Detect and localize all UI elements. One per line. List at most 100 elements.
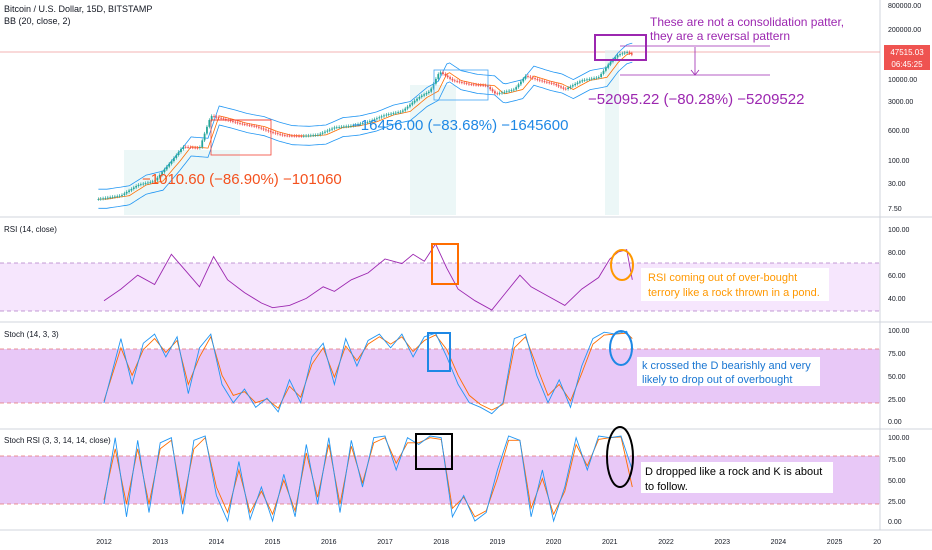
candle-body bbox=[522, 78, 525, 82]
candle-body bbox=[557, 85, 560, 87]
candle-body bbox=[331, 128, 333, 130]
candle-body bbox=[397, 112, 400, 113]
candle-body bbox=[380, 116, 383, 118]
year-tick-label: 2023 bbox=[714, 539, 730, 546]
candle-body bbox=[213, 116, 215, 117]
price-tick-label: 30.00 bbox=[888, 181, 906, 188]
rsi-highlight-box bbox=[431, 243, 459, 285]
stoch-title: Stoch (14, 3, 3) bbox=[4, 330, 59, 339]
candle-body bbox=[628, 52, 631, 54]
candle-body bbox=[529, 76, 532, 78]
candle-body bbox=[352, 125, 355, 127]
stoch-highlight-box bbox=[427, 332, 451, 372]
stochrsi-tick-label: 100.00 bbox=[888, 435, 910, 442]
rsi-title: RSI (14, close) bbox=[4, 225, 57, 234]
candle-body bbox=[116, 196, 119, 198]
year-tick-label: 2020 bbox=[546, 539, 562, 546]
candle-body bbox=[316, 134, 319, 136]
candle-body bbox=[314, 135, 317, 136]
candle-body bbox=[286, 135, 289, 137]
candle-body bbox=[132, 187, 135, 189]
candle-body bbox=[267, 130, 270, 132]
candle-body bbox=[158, 174, 161, 178]
candle-body bbox=[109, 197, 112, 199]
candle-body bbox=[607, 64, 610, 68]
candle-body bbox=[534, 78, 536, 80]
rsi-tick-label: 60.00 bbox=[888, 273, 906, 280]
price-tick-label: 800000.00 bbox=[888, 3, 921, 10]
candle-body bbox=[501, 92, 503, 94]
candle-body bbox=[203, 133, 206, 141]
rsi-note-line1: RSI coming out of over-bought bbox=[648, 272, 797, 284]
year-tick-label: 2021 bbox=[602, 539, 618, 546]
bb-indicator-title: BB (20, close, 2) bbox=[4, 16, 71, 26]
candle-body bbox=[335, 127, 338, 129]
candle-body bbox=[536, 79, 539, 80]
last-price-badge bbox=[884, 45, 930, 58]
candle-body bbox=[368, 121, 371, 122]
candle-body bbox=[401, 110, 404, 112]
candle-body bbox=[409, 104, 411, 107]
stochrsi-axis-ticks: 100.00 75.00 50.00 25.00 0.00 bbox=[888, 435, 910, 526]
drawdown-box-2018 bbox=[433, 69, 489, 101]
candle-body bbox=[385, 114, 388, 116]
candle-body bbox=[350, 125, 352, 127]
candle-body bbox=[326, 130, 329, 132]
candle-body bbox=[151, 181, 154, 183]
candle-body bbox=[626, 52, 629, 54]
candle-body bbox=[243, 124, 246, 125]
candle-body bbox=[234, 121, 237, 123]
candle-body bbox=[432, 83, 435, 89]
year-tick-label: 2013 bbox=[152, 539, 168, 546]
arrow-head-icon bbox=[690, 69, 700, 76]
candle-body bbox=[170, 161, 173, 164]
candle-body bbox=[423, 94, 426, 96]
candle-body bbox=[446, 75, 449, 78]
candle-body bbox=[198, 147, 201, 148]
stochrsi-k-line bbox=[103, 435, 633, 523]
candle-body bbox=[505, 91, 508, 93]
candle-body bbox=[345, 126, 348, 128]
candle-body bbox=[510, 90, 513, 91]
candle-body bbox=[571, 85, 574, 87]
candle-body bbox=[137, 184, 140, 186]
candle-body bbox=[321, 132, 324, 134]
candle-body bbox=[102, 198, 105, 200]
bb-lower-band bbox=[98, 61, 633, 209]
last-price-value: 47515.03 bbox=[890, 48, 924, 57]
candle-body bbox=[342, 126, 345, 128]
candle-body bbox=[387, 114, 390, 115]
candle-body bbox=[463, 82, 466, 84]
stoch-note-line2: likely to drop out of overbought bbox=[642, 374, 792, 386]
candle-body bbox=[215, 116, 218, 118]
candle-body bbox=[496, 93, 499, 95]
candle-body bbox=[208, 120, 211, 127]
year-tick-label: 2014 bbox=[209, 539, 225, 546]
candle-body bbox=[210, 116, 213, 121]
candle-body bbox=[593, 78, 595, 79]
candle-body bbox=[614, 57, 617, 60]
stoch-d-line bbox=[103, 332, 633, 411]
candle-body bbox=[253, 125, 256, 127]
candle-body bbox=[180, 148, 182, 152]
candle-body bbox=[121, 194, 123, 196]
candle-body bbox=[184, 146, 187, 148]
candle-body bbox=[312, 135, 315, 137]
drawdown-zone-2021 bbox=[605, 50, 619, 215]
candle-body bbox=[630, 53, 633, 55]
candle-body bbox=[194, 147, 197, 149]
candle-body bbox=[553, 83, 555, 85]
candle-body bbox=[114, 196, 116, 198]
candle-body bbox=[128, 190, 130, 192]
candle-body bbox=[161, 172, 164, 175]
rsi-highlight-circle bbox=[610, 249, 634, 281]
candle-body bbox=[390, 113, 392, 115]
candle-body bbox=[305, 135, 307, 137]
candle-body bbox=[550, 82, 553, 84]
candle-body bbox=[196, 147, 199, 149]
candle-body bbox=[619, 54, 621, 56]
stochrsi-tick-label: 75.00 bbox=[888, 457, 906, 464]
candle-body bbox=[147, 182, 149, 184]
year-tick-label: 2025 bbox=[827, 539, 843, 546]
stoch-highlight-circle bbox=[609, 330, 633, 366]
